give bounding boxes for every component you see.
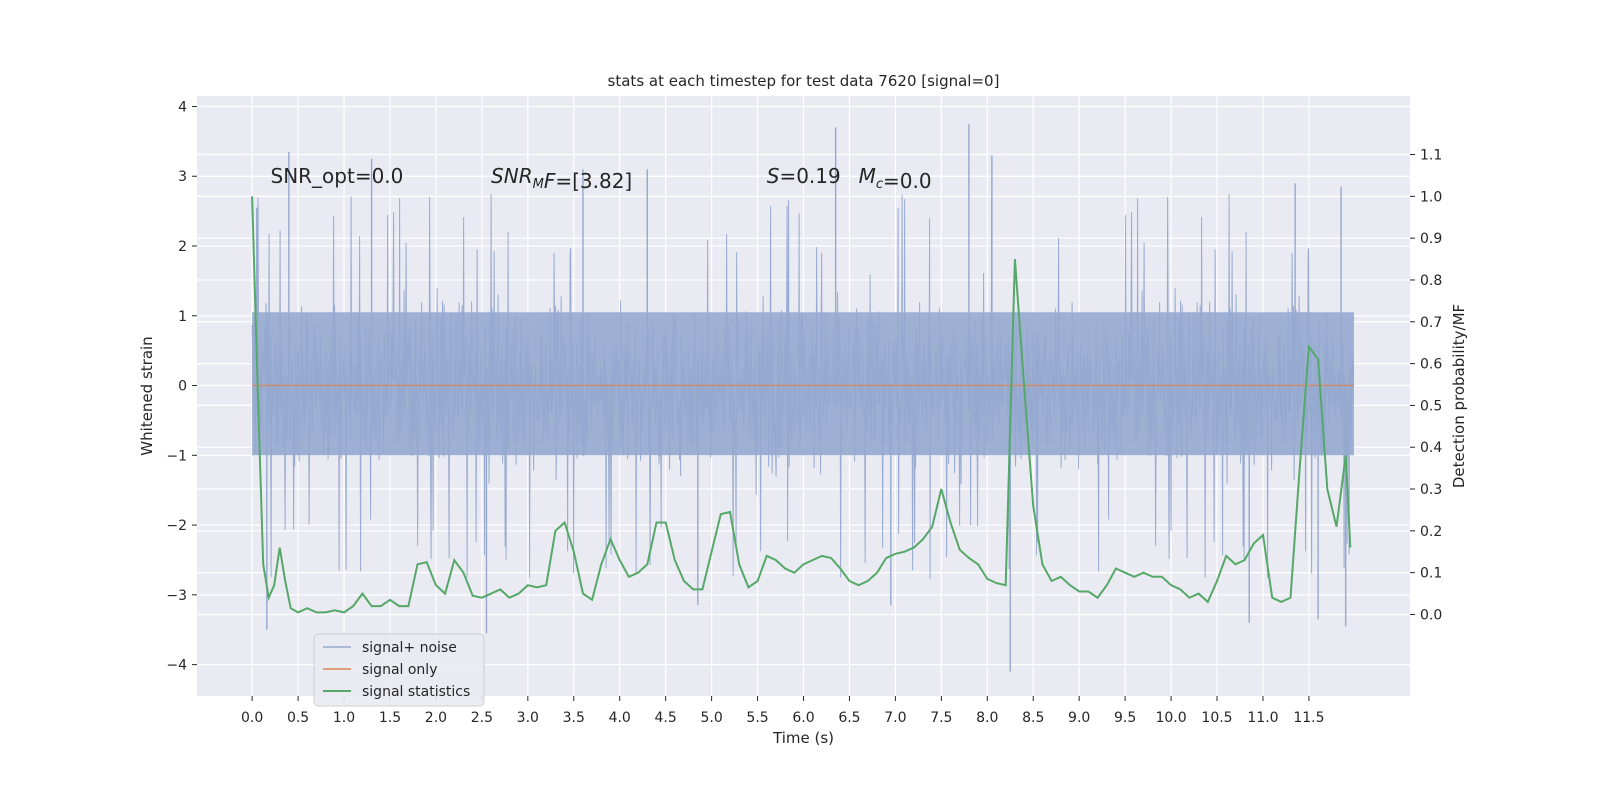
legend-entry-signal-only: signal only xyxy=(362,662,437,678)
y2-axis-ticks: 0.0 0.1 0.2 0.3 0.4 0.5 0.6 0.7 0.8 0.9 1.0 1.1 xyxy=(1410,148,1442,623)
x-tick-label: 9.0 xyxy=(1068,710,1090,726)
x-tick-label: 2.5 xyxy=(471,710,493,726)
y-tick-label: −1 xyxy=(166,448,187,464)
chart-title: stats at each timestep for test data 762… xyxy=(608,72,1000,90)
series-signal-plus-noise xyxy=(251,123,1355,672)
y2-tick-label: 0.3 xyxy=(1420,482,1442,498)
x-tick-label: 4.5 xyxy=(655,710,677,726)
annotation-text: S=0.19 xyxy=(767,164,841,188)
x-tick-label: 10.5 xyxy=(1201,710,1232,726)
y-tick-label: −2 xyxy=(166,518,187,534)
y2-tick-label: 0.4 xyxy=(1420,440,1442,456)
x-tick-label: 4.0 xyxy=(609,710,631,726)
x-tick-label: 0.5 xyxy=(287,710,309,726)
y2-tick-label: 0.8 xyxy=(1420,273,1442,289)
y2-tick-label: 0.5 xyxy=(1420,398,1442,414)
x-tick-label: 3.0 xyxy=(517,710,539,726)
y-axis-ticks: −4 −3 −2 −1 0 1 2 3 4 xyxy=(166,99,197,674)
x-tick-label: 11.0 xyxy=(1247,710,1278,726)
y2-tick-label: 0.0 xyxy=(1420,607,1442,623)
y-tick-label: 4 xyxy=(178,99,187,115)
y-tick-label: −3 xyxy=(166,588,187,604)
x-tick-label: 2.0 xyxy=(425,710,447,726)
x-tick-label: 6.0 xyxy=(792,710,814,726)
y2-tick-label: 0.7 xyxy=(1420,315,1442,331)
annotation-text: SNR_opt=0.0 xyxy=(271,164,404,188)
y-tick-label: 0 xyxy=(178,379,187,395)
x-tick-label: 8.0 xyxy=(976,710,998,726)
x-tick-label: 9.5 xyxy=(1114,710,1136,726)
x-tick-label: 7.0 xyxy=(884,710,906,726)
x-axis-ticks: 0.0 0.5 1.0 1.5 2.0 2.5 3.0 3.5 4.0 4.5 5.0 5.5 6.0 6… xyxy=(241,696,1325,726)
x-axis-label: Time (s) xyxy=(772,729,834,747)
y2-tick-label: 0.1 xyxy=(1420,566,1442,582)
legend-entry-signal-plus-noise: signal+ noise xyxy=(362,640,457,656)
x-tick-label: 10.0 xyxy=(1155,710,1186,726)
y2-axis-label: Detection probability/MF xyxy=(1450,304,1468,488)
y-tick-label: −4 xyxy=(166,658,187,674)
x-tick-label: 5.5 xyxy=(746,710,768,726)
y2-tick-label: 0.2 xyxy=(1420,524,1442,540)
y-tick-label: 3 xyxy=(178,169,187,185)
legend: signal+ noise signal only signal statist… xyxy=(313,633,485,707)
x-tick-label: 1.5 xyxy=(379,710,401,726)
y-tick-label: 1 xyxy=(178,309,187,325)
x-tick-label: 8.5 xyxy=(1022,710,1044,726)
x-tick-label: 7.5 xyxy=(930,710,952,726)
legend-entry-signal-statistics: signal statistics xyxy=(362,684,470,700)
x-tick-label: 6.5 xyxy=(838,710,860,726)
x-tick-label: 5.0 xyxy=(700,710,722,726)
x-tick-label: 3.5 xyxy=(563,710,585,726)
y-tick-label: 2 xyxy=(178,239,187,255)
x-tick-label: 0.0 xyxy=(241,710,263,726)
y-axis-label: Whitened strain xyxy=(138,336,156,455)
x-tick-label: 11.5 xyxy=(1293,710,1324,726)
y2-tick-label: 1.0 xyxy=(1420,189,1442,205)
series-signal-statistics xyxy=(251,196,1352,614)
y2-tick-label: 0.9 xyxy=(1420,231,1442,247)
signal-statistics-line xyxy=(251,196,1352,614)
x-tick-label: 1.0 xyxy=(333,710,355,726)
noise-band xyxy=(252,312,1354,456)
y2-tick-label: 0.6 xyxy=(1420,357,1442,373)
legend-box xyxy=(313,633,485,707)
annotations: SNR_opt=0.0 SNRMF=[3.82] S=0.19 Mc=0.0 xyxy=(271,164,932,193)
annotation-text: SNRMF=[3.82] xyxy=(491,164,632,193)
annotation-text: Mc=0.0 xyxy=(859,164,932,193)
y2-tick-label: 1.1 xyxy=(1420,148,1442,164)
